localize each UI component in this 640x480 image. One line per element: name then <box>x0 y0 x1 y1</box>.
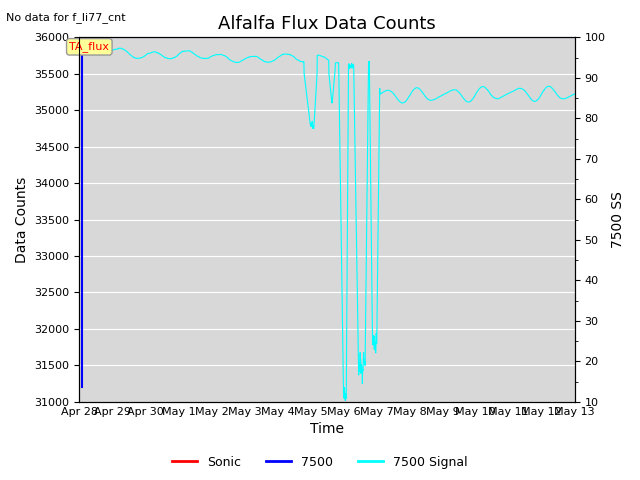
Text: TA_flux: TA_flux <box>69 41 109 52</box>
Y-axis label: 7500 SS: 7500 SS <box>611 191 625 248</box>
Title: Alfalfa Flux Data Counts: Alfalfa Flux Data Counts <box>218 15 436 33</box>
Text: No data for f_li77_cnt: No data for f_li77_cnt <box>6 12 126 23</box>
Y-axis label: Data Counts: Data Counts <box>15 177 29 263</box>
Legend: Sonic, 7500, 7500 Signal: Sonic, 7500, 7500 Signal <box>167 451 473 474</box>
X-axis label: Time: Time <box>310 422 344 436</box>
